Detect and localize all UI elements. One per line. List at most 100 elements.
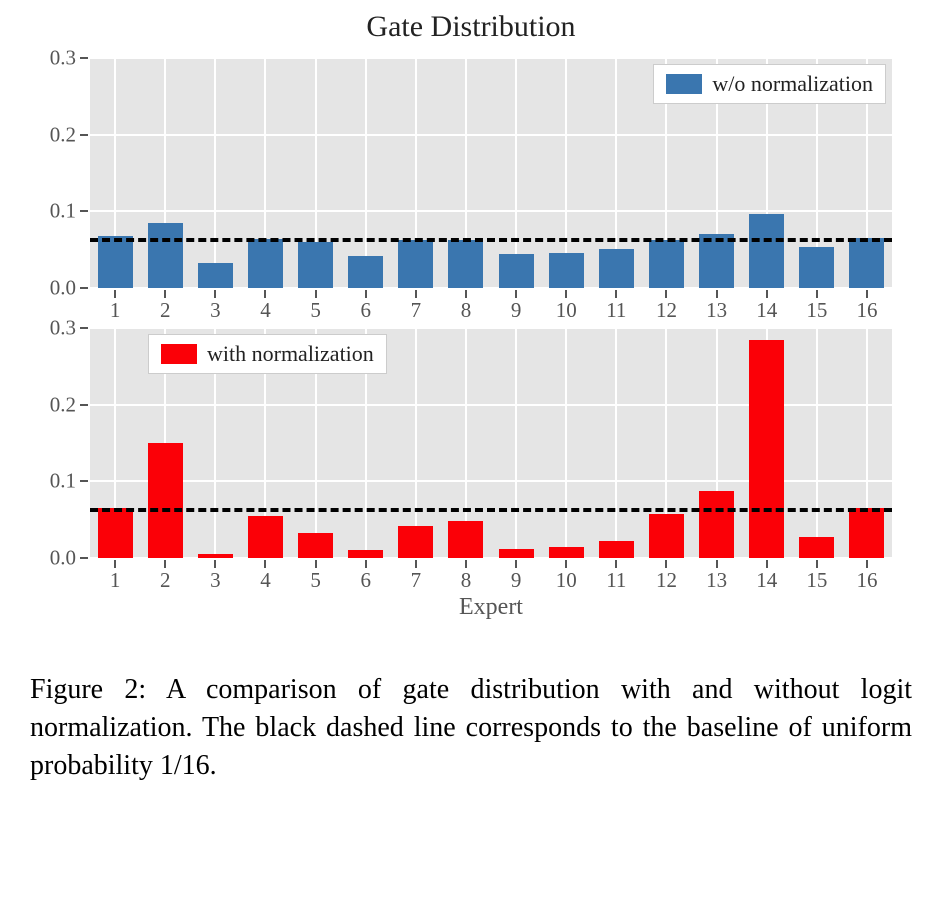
ytick-label: 0.3: [50, 316, 76, 341]
xtick: [315, 290, 317, 298]
xtick: [615, 290, 617, 298]
baseline-line: [90, 238, 892, 242]
top-subplot: w/o normalization 0.00.10.20.31234567891…: [90, 48, 892, 318]
xtick: [164, 560, 166, 568]
xtick: [866, 560, 868, 568]
ytick: [80, 287, 88, 289]
xtick: [766, 560, 768, 568]
bottom-legend-swatch: [161, 344, 197, 364]
ytick: [80, 480, 88, 482]
ytick-label: 0.3: [50, 46, 76, 71]
gridline-h: [90, 210, 892, 212]
xtick-label: 1: [110, 568, 121, 593]
bar: [699, 491, 734, 558]
xtick: [114, 560, 116, 568]
top-legend-swatch: [666, 74, 702, 94]
xtick: [816, 290, 818, 298]
bar: [499, 549, 534, 558]
xtick: [114, 290, 116, 298]
xtick: [365, 560, 367, 568]
bar: [248, 239, 283, 288]
gridline-v: [515, 328, 517, 558]
bar: [599, 541, 634, 558]
xtick-label: 2: [160, 568, 171, 593]
ytick: [80, 57, 88, 59]
xtick: [415, 290, 417, 298]
bar: [298, 533, 333, 558]
xtick-label: 12: [656, 568, 677, 593]
x-axis-label: Expert: [90, 594, 892, 621]
gridline-h: [90, 134, 892, 136]
bar: [448, 521, 483, 558]
ytick-label: 0.1: [50, 469, 76, 494]
xtick: [866, 290, 868, 298]
xtick: [214, 290, 216, 298]
xtick-label: 4: [260, 568, 271, 593]
figure-caption: Figure 2: A comparison of gate distribut…: [30, 671, 912, 784]
bar: [749, 340, 784, 559]
xtick: [415, 560, 417, 568]
xtick-label: 15: [806, 568, 827, 593]
ytick-label: 0.0: [50, 546, 76, 571]
bottom-legend: with normalization: [148, 334, 387, 374]
gridline-v: [415, 328, 417, 558]
bottom-plot-area: with normalization 0.00.10.20.3123456789…: [90, 328, 892, 558]
bar: [348, 550, 383, 558]
bar: [448, 240, 483, 288]
xtick: [214, 560, 216, 568]
ytick-label: 0.2: [50, 392, 76, 417]
ytick: [80, 404, 88, 406]
xtick: [315, 560, 317, 568]
ytick: [80, 557, 88, 559]
bar: [398, 526, 433, 558]
ytick: [80, 210, 88, 212]
bar: [699, 234, 734, 288]
xtick-label: 16: [856, 568, 877, 593]
xtick: [615, 560, 617, 568]
xtick: [716, 290, 718, 298]
xtick-label: 9: [511, 568, 522, 593]
gridline-v: [214, 58, 216, 288]
xtick: [565, 290, 567, 298]
gridline-h: [90, 57, 892, 59]
xtick: [465, 560, 467, 568]
page: Gate Distribution w/o normalization 0.00…: [0, 0, 942, 814]
xtick-label: 13: [706, 568, 727, 593]
bar: [398, 240, 433, 288]
xtick: [264, 290, 266, 298]
xtick: [365, 290, 367, 298]
xtick-label: 8: [461, 568, 472, 593]
xtick: [766, 290, 768, 298]
xtick: [264, 560, 266, 568]
gridline-v: [615, 328, 617, 558]
xtick: [515, 290, 517, 298]
ytick: [80, 134, 88, 136]
bar: [98, 236, 133, 288]
bar: [649, 240, 684, 288]
xtick: [816, 560, 818, 568]
ytick: [80, 327, 88, 329]
bar: [499, 254, 534, 288]
xtick: [665, 560, 667, 568]
xtick-label: 11: [606, 568, 626, 593]
bar: [799, 247, 834, 288]
gridline-v: [365, 58, 367, 288]
xtick-label: 14: [756, 568, 777, 593]
xtick-label: 5: [310, 568, 321, 593]
bar: [649, 514, 684, 558]
xtick: [565, 560, 567, 568]
bar: [348, 256, 383, 288]
bar: [799, 537, 834, 558]
xtick-label: 3: [210, 568, 221, 593]
bar: [98, 508, 133, 558]
ytick-label: 0.2: [50, 122, 76, 147]
bar: [549, 253, 584, 288]
bar: [248, 516, 283, 558]
chart-title: Gate Distribution: [30, 10, 912, 44]
top-plot-area: w/o normalization 0.00.10.20.31234567891…: [90, 58, 892, 288]
baseline-line: [90, 508, 892, 512]
bar: [549, 547, 584, 559]
bar: [198, 263, 233, 288]
xtick: [665, 290, 667, 298]
xtick: [515, 560, 517, 568]
